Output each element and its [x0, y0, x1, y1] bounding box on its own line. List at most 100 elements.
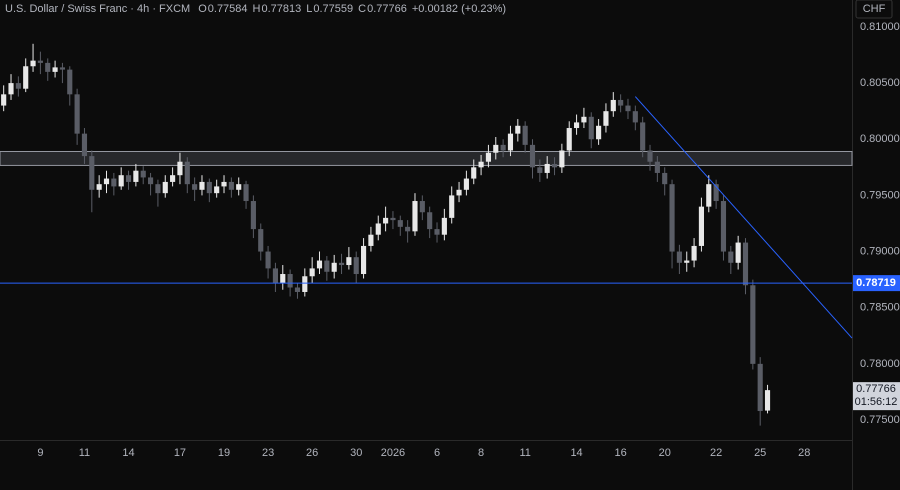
candle-body	[155, 184, 161, 194]
candle-body	[324, 260, 330, 272]
candle-body	[8, 83, 14, 95]
candle-body	[243, 184, 249, 202]
candle-body	[757, 363, 763, 412]
x-tick-label: 11	[79, 447, 90, 459]
x-tick-label: 23	[262, 447, 274, 459]
candle-body	[346, 257, 352, 266]
candle-body	[544, 163, 550, 173]
candle-body	[485, 152, 492, 162]
x-tick-label: 11	[519, 447, 530, 459]
legend-label: L	[306, 3, 312, 15]
trendline	[634, 96, 853, 339]
legend-value: 0.77813	[261, 3, 301, 15]
candle-body	[52, 67, 58, 72]
candle-body	[74, 94, 80, 134]
candle-body	[302, 276, 308, 292]
candle-body	[493, 144, 499, 153]
candle-body	[147, 177, 154, 185]
candle-body	[588, 116, 594, 140]
candle-body	[390, 217, 396, 221]
candle-body	[45, 62, 51, 72]
x-tick-label: 16	[615, 447, 627, 459]
candle-body	[228, 181, 234, 190]
candle-body	[713, 184, 719, 202]
candle-body	[206, 181, 212, 194]
candle-body	[331, 262, 337, 272]
candle-body	[441, 217, 447, 235]
candle-body	[15, 83, 21, 89]
level-label-box	[853, 275, 900, 292]
x-tick-label: 22	[710, 447, 722, 459]
legend-value: 0.77766	[367, 3, 407, 15]
candle-body	[676, 251, 682, 263]
candle-body	[669, 184, 675, 252]
candle-body	[37, 60, 43, 63]
candle-body	[419, 201, 425, 213]
candle-body	[170, 175, 176, 182]
zone	[0, 150, 853, 166]
x-tick-label: 14	[122, 447, 134, 459]
candle-body	[456, 189, 462, 196]
candle-body	[1, 94, 7, 106]
x-tick-label: 28	[798, 447, 810, 459]
candle-body	[23, 66, 29, 89]
candle-body	[103, 178, 110, 185]
candle-body	[662, 172, 668, 185]
candle-body	[316, 260, 323, 269]
candle-body	[265, 251, 271, 269]
candle-body	[30, 60, 36, 67]
currency[interactable]: CHF	[863, 3, 886, 15]
candle-body	[735, 242, 741, 263]
candle-body	[522, 125, 528, 145]
candle-body	[375, 223, 381, 235]
candle-body	[412, 201, 418, 232]
candle-body	[96, 184, 102, 190]
candle-body	[706, 184, 712, 207]
candle-body	[214, 186, 220, 194]
candle-body	[67, 69, 73, 95]
candle-body	[596, 125, 602, 140]
candle-body	[184, 161, 190, 185]
x-tick-label: 9	[37, 447, 43, 459]
x-tick-label: 14	[570, 447, 582, 459]
x-tick-label: 6	[434, 447, 440, 459]
candle-body	[640, 122, 646, 151]
candle-body	[125, 175, 132, 182]
currency-box[interactable]	[855, 0, 893, 19]
candle-body	[280, 274, 286, 284]
candle-body	[507, 133, 514, 151]
last-price: 0.77766	[856, 383, 896, 395]
candle-body	[625, 105, 631, 112]
candle-body	[258, 229, 264, 252]
candle-body	[449, 195, 455, 218]
y-tick-label: 0.77500	[860, 414, 900, 426]
candle-body	[162, 181, 168, 194]
candle-body	[654, 161, 660, 173]
y-tick-label: 0.78500	[860, 302, 900, 314]
candle-body	[566, 128, 572, 151]
candle-body	[684, 260, 690, 263]
candle-body	[581, 116, 587, 123]
candle-body	[559, 150, 565, 168]
x-tick-label: 25	[754, 447, 766, 459]
candle-body	[405, 226, 411, 232]
candle-body	[133, 170, 139, 182]
legend-value: 0.77584	[208, 3, 248, 15]
candle-body	[603, 111, 609, 126]
chart-title: U.S. Dollar / Swiss Franc · 4h · FXCM	[5, 3, 190, 15]
y-tick-label: 0.79000	[860, 245, 900, 257]
candle-body	[742, 242, 749, 286]
candle-body	[478, 161, 484, 168]
candle-body	[309, 268, 315, 277]
legend-label: H	[253, 3, 261, 15]
x-tick-label: 19	[218, 447, 230, 459]
x-tick-label: 2026	[381, 447, 405, 459]
candle-body	[618, 99, 624, 106]
candle-body	[368, 234, 374, 246]
candle-body	[59, 67, 66, 70]
candle-body	[199, 181, 205, 190]
candle-body	[192, 184, 198, 190]
candle-body	[463, 178, 469, 190]
x-tick-label: 26	[306, 447, 318, 459]
